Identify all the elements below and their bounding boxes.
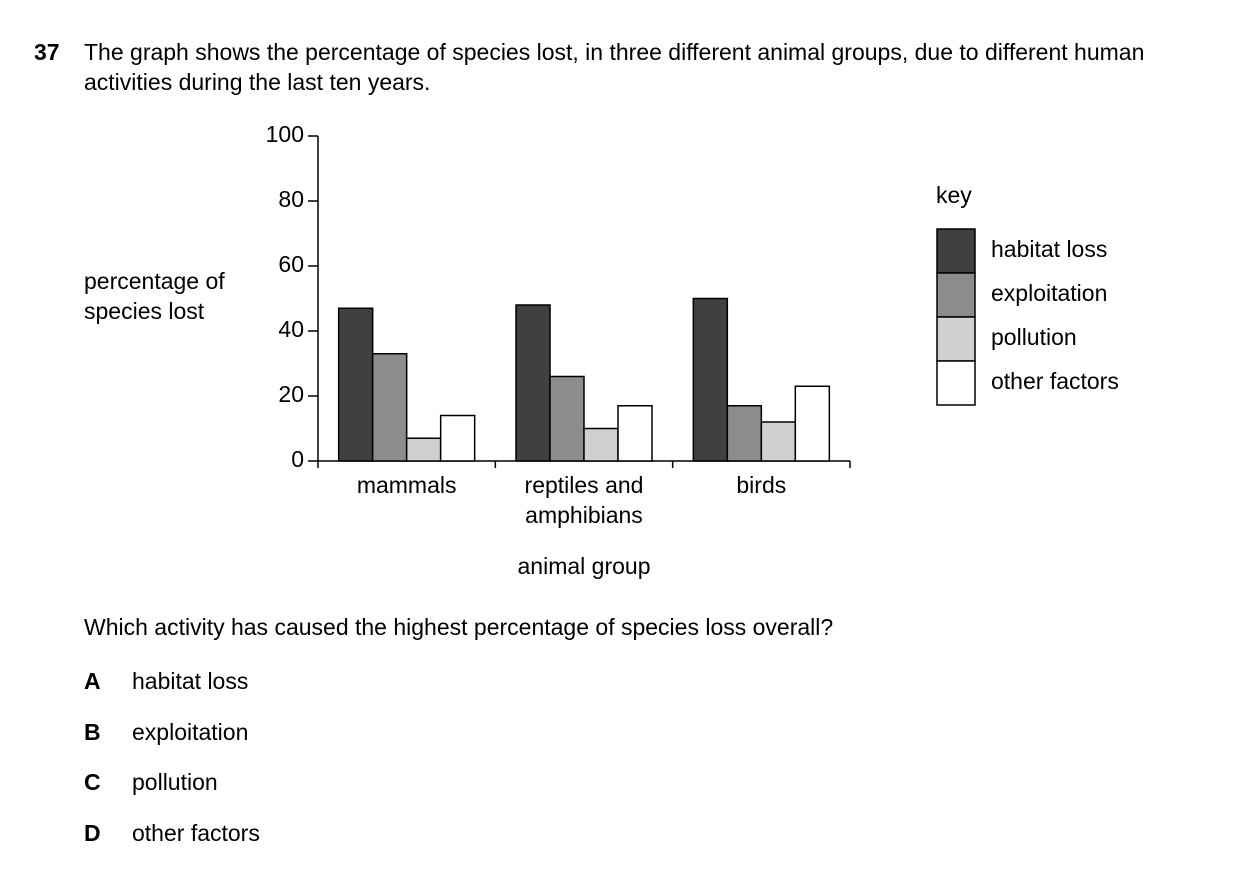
x-tick-label: birds xyxy=(736,472,787,498)
bar xyxy=(439,414,476,462)
bar xyxy=(371,353,408,462)
bar xyxy=(726,405,763,462)
x-axis-title: animal group xyxy=(517,553,651,579)
legend-swatch xyxy=(936,228,976,274)
legend-swatch xyxy=(936,316,976,362)
bar xyxy=(405,437,442,462)
bar xyxy=(583,427,619,462)
bar xyxy=(794,385,831,462)
bar xyxy=(337,307,374,462)
legend-label: exploitation xyxy=(991,280,1107,306)
question-text: The graph shows the percentage of specie… xyxy=(84,39,1145,95)
bar xyxy=(617,405,653,462)
question-number: 37 xyxy=(34,39,60,65)
bar xyxy=(549,375,585,462)
bar xyxy=(760,421,797,462)
y-tick-label: 40 xyxy=(278,316,304,342)
y-tick-label: 100 xyxy=(266,121,304,147)
option-letter: C xyxy=(84,769,101,795)
option-text: pollution xyxy=(132,769,218,795)
option-text: other factors xyxy=(132,819,260,846)
legend-swatch xyxy=(936,272,976,318)
bar xyxy=(692,297,729,462)
y-axis-title: percentage of species lost xyxy=(84,268,225,324)
option-letter: B xyxy=(84,718,101,745)
legend-label: other factors xyxy=(991,368,1119,394)
prompt: Which activity has caused the highest pe… xyxy=(84,614,834,640)
x-tick-label: mammals xyxy=(356,472,457,498)
option-text: exploitation xyxy=(132,718,249,745)
option-letter: D xyxy=(84,819,101,846)
y-tick-label: 20 xyxy=(278,381,304,407)
y-tick-label: 0 xyxy=(291,446,304,472)
option-letter: A xyxy=(84,668,101,694)
y-tick-label: 80 xyxy=(278,186,304,212)
legend-label: pollution xyxy=(991,324,1077,350)
bar xyxy=(515,304,551,462)
legend-swatch xyxy=(936,360,976,406)
legend-label: habitat loss xyxy=(991,236,1107,262)
option-text: habitat loss xyxy=(132,668,249,694)
x-tick-label: reptiles and amphibians xyxy=(524,472,644,528)
y-tick-label: 60 xyxy=(278,251,304,277)
legend-title: key xyxy=(936,182,972,208)
